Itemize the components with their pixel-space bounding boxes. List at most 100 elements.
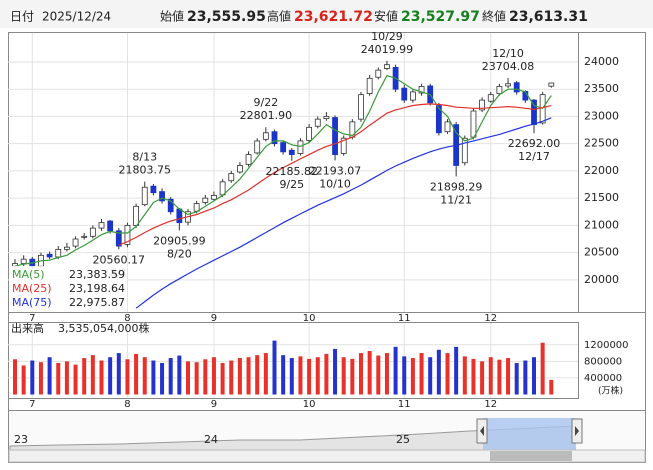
volume-bar (108, 357, 113, 395)
volume-bar (21, 365, 26, 395)
volume-bar (514, 363, 519, 395)
x-tick-label: 10 (303, 399, 316, 410)
date: 2025/12/24 (42, 10, 111, 24)
navigator-selection[interactable] (483, 418, 575, 450)
candle-body (513, 82, 520, 93)
volume-bar (428, 357, 433, 395)
y-tick-label: 22000 (584, 164, 619, 177)
candle-body (141, 186, 148, 206)
open-value: 23,555.95 (187, 9, 266, 25)
annotation-price: 22193.07 (309, 164, 362, 177)
candle-body (98, 222, 105, 229)
candle-body (461, 137, 468, 164)
candle-body (64, 246, 70, 250)
annotation-date: 8/13 (132, 151, 157, 164)
navigator[interactable]: 23 24 25 (8, 411, 646, 463)
x-tick-label: 11 (398, 399, 411, 410)
candle-body (444, 121, 451, 133)
legend-value: 23,383.59 (69, 268, 125, 281)
ma-line (118, 103, 552, 246)
candle-body (89, 227, 96, 237)
volume-bar (488, 357, 493, 395)
x-tick-label: 9 (211, 399, 217, 410)
volume-unit: (万株) (598, 385, 623, 397)
low-value: 23,527.97 (401, 9, 480, 25)
x-tick-label: 12 (484, 399, 497, 410)
volume-bar (38, 362, 43, 395)
scrollbar[interactable] (8, 449, 646, 463)
x-tick-label: 11 (398, 313, 411, 324)
volume-bar (211, 357, 216, 395)
high-value: 23,621.72 (294, 9, 373, 25)
y-tick-label: 800000 (584, 356, 622, 367)
y-tick-label: 400000 (584, 373, 622, 384)
header-bar (0, 0, 653, 28)
volume-bar (454, 346, 459, 395)
candle-body (176, 208, 183, 224)
volume-bar (462, 356, 467, 395)
candle-body (323, 116, 330, 120)
annotation-date: 12/17 (518, 150, 550, 163)
annotation-price: 20905.99 (153, 235, 206, 248)
handle-arrow (480, 426, 484, 436)
volume-bar (255, 355, 260, 395)
volume-bar (90, 355, 95, 395)
candle-body (435, 105, 442, 134)
volume-bar (13, 359, 17, 395)
candle-body (271, 131, 278, 145)
candle-body (487, 94, 494, 102)
navigator-label: 23 (14, 433, 28, 446)
candle-body (20, 258, 27, 264)
y-tick-label: 20000 (584, 273, 619, 286)
volume-bar (281, 355, 286, 395)
volume-bar (64, 361, 69, 395)
legend-value: 22,975.87 (69, 296, 125, 309)
volume-bar (359, 353, 363, 395)
navigator-label: 24 (204, 433, 218, 446)
scrollbar-thumb[interactable] (490, 451, 572, 461)
annotation-price: 22185.82 (266, 165, 319, 178)
volume-bar (523, 360, 528, 395)
volume-bar (47, 357, 52, 395)
legend-name: MA(75) (12, 296, 52, 309)
x-tick-label: 7 (29, 399, 35, 410)
candle-body (254, 140, 261, 154)
high-label: 高値 (267, 9, 291, 24)
handle-arrow (575, 426, 579, 436)
volume-bar (341, 357, 346, 395)
volume-bar (532, 357, 536, 395)
candle-body (280, 142, 287, 153)
candle-body (375, 69, 382, 78)
candle-body (202, 197, 209, 203)
candle-body (245, 154, 252, 165)
volume-bar (160, 363, 165, 395)
volume-bar (419, 353, 424, 395)
annotation-date: 9/25 (279, 178, 304, 191)
candle-body (409, 91, 416, 101)
date-label: 日付 (10, 10, 34, 24)
candle-body (133, 205, 140, 226)
legend-value: 23,198.64 (69, 282, 125, 295)
volume-bar (350, 358, 355, 395)
candle-body (115, 230, 122, 247)
volume-bar (393, 346, 398, 395)
volume-bar (298, 356, 303, 395)
volume-bar (142, 357, 147, 395)
annotation-price: 22801.90 (240, 109, 293, 122)
legend-name: MA(5) (12, 268, 45, 281)
candle-body (418, 86, 425, 94)
x-tick-label: 12 (484, 313, 497, 324)
candle-body (384, 64, 390, 69)
volume-panel (8, 322, 579, 399)
x-tick-label: 7 (29, 313, 35, 324)
volume-bar (177, 355, 182, 395)
annotation-price: 20560.17 (93, 253, 146, 266)
candle-body (159, 191, 165, 202)
annotation-date: 8/20 (167, 248, 192, 261)
candle-body (81, 235, 88, 238)
y-tick-label: 22500 (584, 137, 619, 150)
volume-bar (376, 355, 381, 395)
volume-bar (307, 358, 312, 395)
volume-bar (315, 357, 320, 395)
volume-bar (436, 349, 441, 395)
